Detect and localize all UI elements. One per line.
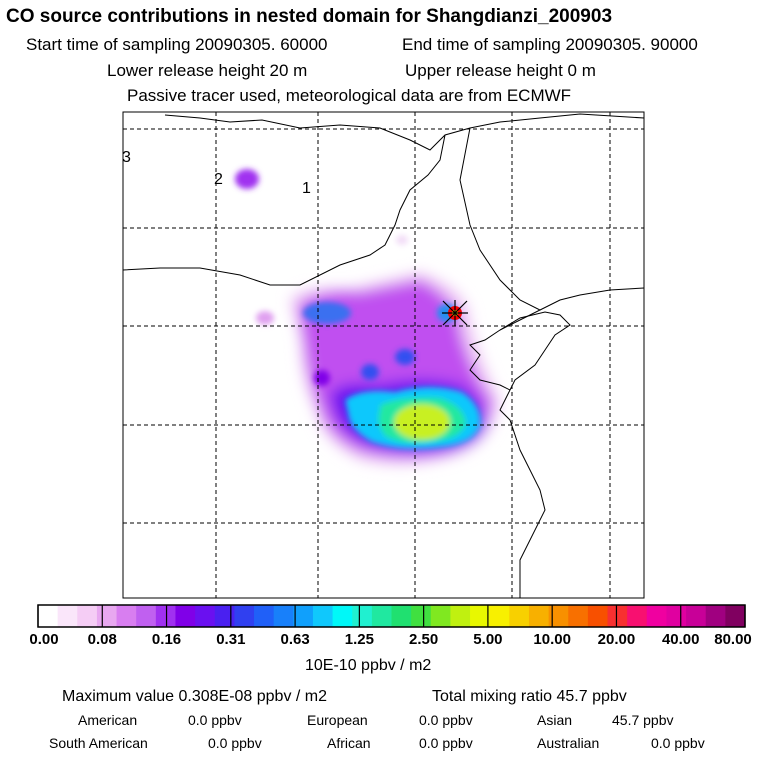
colorbar-segment <box>214 605 235 627</box>
colorbar-segment <box>450 605 471 627</box>
colorbar-tick-label: 20.00 <box>597 631 636 648</box>
chart-title: CO source contributions in nested domain… <box>6 6 613 27</box>
colorbar-segment <box>686 605 707 627</box>
colorbar-segment <box>136 605 157 627</box>
australian-label: Australian <box>537 735 600 751</box>
plume-purple-spot <box>314 370 330 386</box>
plume-blue-spot-4 <box>361 364 379 380</box>
northern-border <box>164 113 644 151</box>
colorbar-tick-label: 10.00 <box>533 631 571 648</box>
colorbar-segment <box>509 605 530 627</box>
colorbar-tick-label: 40.00 <box>661 631 700 648</box>
colorbar-tick-label: 0.00 <box>29 631 59 648</box>
domain-label-1: 1 <box>302 180 311 197</box>
american-label: American <box>78 712 138 728</box>
colorbar-frame <box>37 604 746 628</box>
colorbar-segment <box>155 605 176 627</box>
colorbar <box>37 605 746 627</box>
european-value: 0.0 ppbv <box>419 712 473 728</box>
east-coast <box>459 127 546 598</box>
colorbar-tick-label: 0.63 <box>280 631 310 648</box>
south-american-value: 0.0 ppbv <box>208 735 262 751</box>
plume-blue-spot-1 <box>303 302 351 324</box>
colorbar-tick-label: 0.31 <box>216 631 246 648</box>
american-value: 0.0 ppbv <box>188 712 242 728</box>
colorbar-segment <box>293 605 314 627</box>
african-label: African <box>327 735 371 751</box>
coastlines <box>123 113 644 598</box>
colorbar-segment <box>195 605 216 627</box>
european-label: European <box>307 712 368 728</box>
colorbar-segment <box>273 605 294 627</box>
colorbar-segment <box>568 605 589 627</box>
colorbar-segment <box>38 605 59 627</box>
colorbar-tick-label: 5.00 <box>473 631 503 648</box>
colorbar-segment <box>234 605 255 627</box>
gridlines <box>123 112 644 598</box>
asian-value: 45.7 ppbv <box>612 712 674 728</box>
colorbar-segment <box>77 605 98 627</box>
inner-border <box>123 134 446 286</box>
colorbar-segment <box>489 605 510 627</box>
station-marker <box>442 300 468 326</box>
colorbar-tick-label: 0.16 <box>151 631 182 648</box>
colorbar-segment <box>470 605 491 627</box>
sampling-start-time: Start time of sampling 20090305. 60000 <box>26 35 328 54</box>
colorbar-segment <box>312 605 334 627</box>
colorbar-segment <box>391 605 412 627</box>
colorbar-segment <box>352 605 373 627</box>
lower-release-height: Lower release height 20 m <box>107 61 308 80</box>
colorbar-segment <box>587 605 609 627</box>
colorbar-segment <box>725 605 746 627</box>
african-value: 0.0 ppbv <box>419 735 473 751</box>
colorbar-segment <box>116 605 137 627</box>
colorbar-segment <box>430 605 451 627</box>
colorbar-tick-label: 1.25 <box>344 631 374 648</box>
domain-label-3: 3 <box>122 149 131 166</box>
total-mixing-ratio: Total mixing ratio 45.7 ppbv <box>432 688 627 705</box>
colorbar-segment <box>627 605 648 627</box>
colorbar-tick-label: 80.00 <box>714 631 752 648</box>
peninsula-coast <box>499 311 571 391</box>
colorbar-segment <box>528 605 550 627</box>
domain-label-2: 2 <box>214 171 223 188</box>
colorbar-segment <box>254 605 275 627</box>
australian-value: 0.0 ppbv <box>651 735 705 751</box>
colorbar-segment <box>705 605 726 627</box>
colorbar-tick-label: 0.08 <box>87 631 117 648</box>
colorbar-segment <box>371 605 392 627</box>
colorbar-segment <box>175 605 196 627</box>
asian-label: Asian <box>537 712 573 728</box>
south-american-label: South American <box>49 735 148 751</box>
colorbar-segment <box>607 605 628 627</box>
colorbar-segment <box>411 605 432 627</box>
small-plume-spot <box>256 311 274 325</box>
plume-blue-spot-3 <box>395 349 415 365</box>
colorbar-segment <box>96 605 118 627</box>
isolated-source-spot <box>235 169 259 189</box>
sampling-end-time: End time of sampling 20090305. 90000 <box>402 35 698 54</box>
north-coast <box>539 287 644 311</box>
colorbar-segment <box>332 605 353 627</box>
maximum-value: Maximum value 0.308E-08 ppbv / m2 <box>62 688 328 705</box>
colorbar-tick-label: 2.50 <box>409 631 439 648</box>
plume-yellow-core <box>394 404 450 440</box>
colorbar-segment <box>57 605 78 627</box>
colorbar-segment <box>548 605 569 627</box>
colorbar-segment <box>646 605 667 627</box>
map-frame <box>122 111 645 599</box>
faint-plume-spot <box>396 235 408 245</box>
colorbar-unit: 10E-10 ppbv / m2 <box>305 657 432 674</box>
colorbar-segment <box>666 605 687 627</box>
upper-release-height: Upper release height 0 m <box>405 61 596 80</box>
tracer-note: Passive tracer used, meteorological data… <box>127 86 572 105</box>
